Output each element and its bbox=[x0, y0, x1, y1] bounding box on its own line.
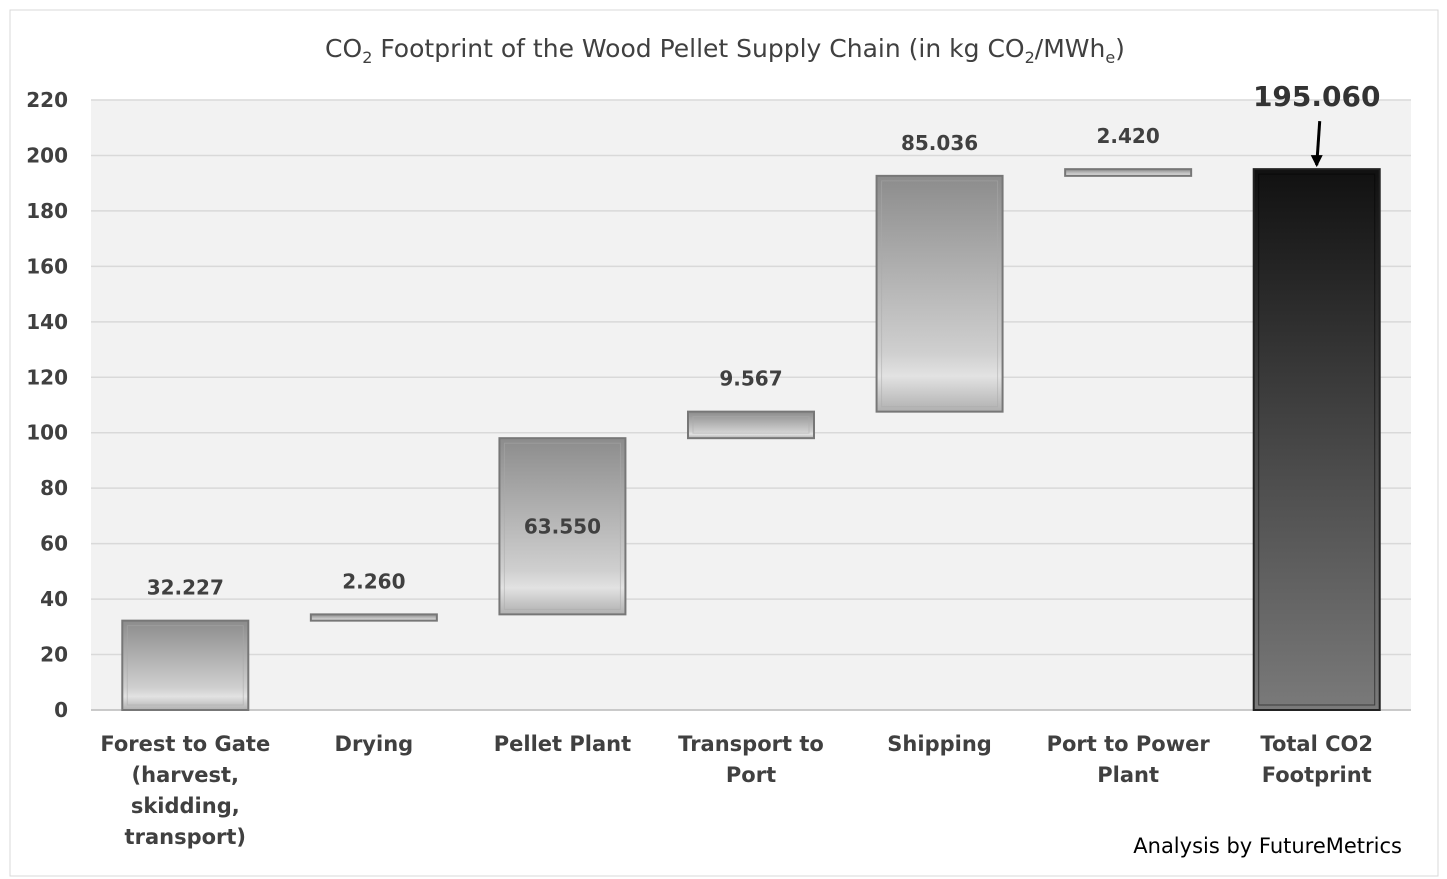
value-label: 2.260 bbox=[342, 569, 405, 593]
title-text: CO bbox=[325, 34, 362, 63]
bar-bevel bbox=[1258, 173, 1376, 706]
x-tick-label: Transport to Port bbox=[678, 732, 824, 787]
label-line: Forest to Gate bbox=[100, 732, 270, 756]
value-label: 9.567 bbox=[719, 367, 782, 391]
bar bbox=[1064, 168, 1193, 177]
label-line: skidding, bbox=[131, 794, 240, 818]
title-subscript: 2 bbox=[362, 48, 372, 67]
x-tick-label: Port to Power Plant bbox=[1047, 732, 1211, 787]
x-tick-label: Total CO2 Footprint bbox=[1260, 732, 1373, 787]
bar-bevel bbox=[126, 625, 244, 706]
x-tick-label: Shipping bbox=[887, 732, 992, 756]
title-subscript: 2 bbox=[1025, 48, 1035, 67]
y-tick-label: 220 bbox=[26, 88, 68, 112]
y-tick-label: 200 bbox=[26, 143, 68, 167]
y-tick-label: 120 bbox=[26, 365, 68, 389]
total-label: 195.060 bbox=[1253, 80, 1381, 113]
label-line: Port to Power bbox=[1047, 732, 1211, 756]
bar-bevel bbox=[881, 180, 999, 408]
y-tick-label: 180 bbox=[26, 199, 68, 223]
x-tick-label: Forest to Gate (harvest, skidding, transpor… bbox=[100, 732, 270, 849]
bar bbox=[309, 613, 438, 622]
y-tick-label: 80 bbox=[40, 476, 68, 500]
label-line: Drying bbox=[335, 732, 414, 756]
bar bbox=[1252, 168, 1381, 712]
y-tick-label: 60 bbox=[40, 532, 68, 556]
label-line: transport) bbox=[125, 825, 246, 849]
label-line: Port bbox=[726, 763, 776, 787]
chart-title: CO2 Footprint of the Wood Pellet Supply … bbox=[325, 34, 1125, 67]
plot-area bbox=[91, 100, 1411, 710]
value-label: 32.227 bbox=[147, 576, 224, 600]
x-tick-label: Pellet Plant bbox=[494, 732, 631, 756]
note: Analysis by FutureMetrics bbox=[1133, 834, 1402, 858]
bar bbox=[121, 619, 250, 711]
title-text: ) bbox=[1115, 34, 1125, 63]
bar bbox=[498, 437, 627, 616]
label-line: Transport to bbox=[678, 732, 824, 756]
y-tick-label: 160 bbox=[26, 254, 68, 278]
label-line: (harvest, bbox=[132, 763, 240, 787]
y-tick-label: 20 bbox=[40, 643, 68, 667]
arrow-head bbox=[1310, 155, 1323, 168]
y-tick-label: 40 bbox=[40, 587, 68, 611]
title-subscript: e bbox=[1105, 48, 1115, 67]
title-text: /MWh bbox=[1035, 34, 1106, 63]
label-line: Footprint bbox=[1262, 763, 1372, 787]
value-label: 2.420 bbox=[1097, 124, 1160, 148]
value-label: 85.036 bbox=[901, 131, 978, 155]
label-line: Shipping bbox=[887, 732, 992, 756]
value-label: 63.550 bbox=[524, 514, 601, 538]
label-line: Plant bbox=[1097, 763, 1159, 787]
x-tick-label: Drying bbox=[335, 732, 414, 756]
label-line: Total CO2 bbox=[1260, 732, 1373, 756]
y-tick-label: 140 bbox=[26, 310, 68, 334]
y-tick-label: 100 bbox=[26, 421, 68, 445]
label-line: Pellet Plant bbox=[494, 732, 631, 756]
title-text: Footprint of the Wood Pellet Supply Chai… bbox=[372, 34, 1024, 63]
bar bbox=[875, 174, 1004, 413]
bar-bevel bbox=[692, 416, 810, 434]
y-tick-label: 0 bbox=[54, 698, 68, 722]
bar bbox=[687, 410, 815, 440]
bar-bevel bbox=[503, 442, 621, 610]
